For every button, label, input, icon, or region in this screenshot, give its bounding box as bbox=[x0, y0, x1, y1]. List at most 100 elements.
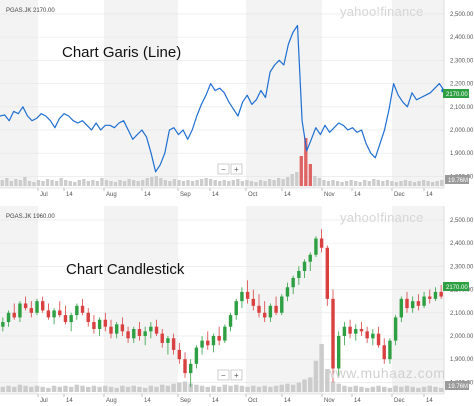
last-value-badge-text: 2170.00 bbox=[446, 285, 468, 291]
volume-bar bbox=[29, 386, 34, 392]
volume-bar bbox=[204, 178, 208, 186]
candle-body bbox=[268, 305, 273, 318]
volume-bar bbox=[408, 181, 412, 186]
volume-bar bbox=[142, 387, 148, 392]
candle-body bbox=[285, 287, 290, 297]
candle-body bbox=[439, 291, 443, 297]
x-tick-label: Jul bbox=[40, 192, 48, 198]
volume-bar bbox=[108, 386, 114, 392]
y-tick-label: 2,000.00 bbox=[450, 128, 474, 134]
volume-bar bbox=[23, 385, 28, 392]
candle-body bbox=[58, 310, 62, 316]
volume-bars bbox=[0, 138, 444, 186]
x-tick-label: Aug bbox=[106, 398, 117, 404]
last-value-badge-bg bbox=[443, 89, 469, 98]
volume-bar bbox=[114, 387, 119, 392]
candle-body bbox=[274, 305, 278, 313]
volume-bar bbox=[41, 181, 45, 186]
x-tick-label: 14 bbox=[284, 192, 291, 198]
volume-bar bbox=[195, 180, 199, 186]
volume-bar bbox=[272, 180, 276, 186]
volume-bar bbox=[307, 377, 313, 392]
volume-bar bbox=[68, 181, 72, 186]
volume-bar bbox=[125, 386, 131, 392]
volume-bar bbox=[313, 360, 319, 392]
candle-body bbox=[382, 345, 386, 360]
zoom-in-icon: + bbox=[234, 371, 239, 380]
candle-body bbox=[251, 298, 256, 306]
candle-body bbox=[177, 349, 182, 360]
volume-bar bbox=[54, 181, 59, 186]
volume-bar bbox=[330, 381, 336, 392]
volume-bar bbox=[0, 386, 6, 392]
volume-bar bbox=[127, 179, 131, 186]
y-tick-label: 1,900.00 bbox=[450, 151, 474, 157]
x-tick-label: 14 bbox=[354, 398, 361, 404]
candle-body bbox=[126, 331, 130, 339]
candle-body bbox=[63, 315, 68, 323]
volume-bar bbox=[77, 180, 81, 186]
zoom-out-button[interactable] bbox=[217, 163, 230, 175]
volume-bar bbox=[177, 180, 181, 186]
volume-bar bbox=[73, 182, 77, 186]
candle-body bbox=[331, 298, 335, 369]
candle-body bbox=[97, 319, 102, 330]
zoom-in-button[interactable] bbox=[230, 163, 243, 175]
volume-bar bbox=[342, 385, 347, 392]
volume-bar bbox=[46, 387, 51, 392]
volume-bar bbox=[122, 181, 127, 186]
candlestick-chart: 1,800.001,900.002,000.002,100.002,200.00… bbox=[0, 206, 474, 404]
zoom-controls: − + bbox=[217, 163, 243, 175]
volume-badge-bg bbox=[445, 175, 469, 184]
candle-body bbox=[183, 359, 187, 374]
candle-body bbox=[336, 335, 341, 369]
zoom-in-button[interactable] bbox=[230, 369, 243, 381]
candle-body bbox=[342, 326, 347, 336]
volume-bar bbox=[34, 385, 40, 392]
volume-bar bbox=[199, 179, 204, 186]
month-stripe bbox=[246, 0, 322, 188]
candle-body bbox=[314, 238, 318, 255]
volume-bar bbox=[131, 180, 136, 186]
candlestick-chart-panel: 1,800.001,900.002,000.002,100.002,200.00… bbox=[0, 206, 474, 406]
candle-body bbox=[262, 312, 267, 318]
y-tick-label: 1,900.00 bbox=[450, 357, 474, 363]
volume-bar bbox=[349, 180, 353, 186]
candle-body bbox=[371, 333, 375, 339]
y-tick-label: 2,100.00 bbox=[450, 311, 474, 317]
volume-bar bbox=[120, 385, 125, 392]
volume-bar bbox=[118, 180, 122, 186]
volume-bar bbox=[165, 385, 171, 392]
candle-body bbox=[52, 310, 56, 318]
volume-bar bbox=[51, 385, 57, 392]
volume-bar bbox=[393, 385, 398, 392]
candle-body bbox=[319, 238, 324, 248]
x-tick-label: Jul bbox=[40, 398, 48, 404]
volume-bar bbox=[426, 181, 430, 186]
candle-body bbox=[410, 301, 415, 309]
candle-body bbox=[194, 347, 199, 364]
candle-body bbox=[245, 291, 250, 299]
volume-bar bbox=[387, 387, 393, 392]
y-tick-label: 2,400.00 bbox=[450, 241, 474, 247]
volume-bar bbox=[63, 385, 68, 392]
volume-bar bbox=[290, 174, 294, 186]
candle-body bbox=[160, 333, 164, 343]
volume-bar bbox=[188, 383, 193, 392]
volume-bar bbox=[91, 385, 97, 392]
candle-body bbox=[280, 296, 284, 313]
volume-bar bbox=[194, 384, 199, 392]
volume-bar bbox=[268, 386, 273, 392]
zoom-out-button[interactable] bbox=[217, 369, 230, 381]
x-tick-label: 14 bbox=[426, 192, 433, 198]
volume-bar bbox=[239, 385, 245, 392]
y-axis: 1,800.001,900.002,000.002,100.002,200.00… bbox=[443, 206, 474, 394]
volume-bar bbox=[403, 180, 408, 186]
volume-bar bbox=[159, 384, 165, 392]
volume-bar bbox=[171, 383, 176, 392]
volume-bar bbox=[364, 387, 370, 392]
volume-bar bbox=[11, 386, 17, 392]
volume-bar bbox=[370, 386, 376, 392]
volume-bar bbox=[227, 181, 231, 186]
x-tick-label: 14 bbox=[212, 398, 219, 404]
